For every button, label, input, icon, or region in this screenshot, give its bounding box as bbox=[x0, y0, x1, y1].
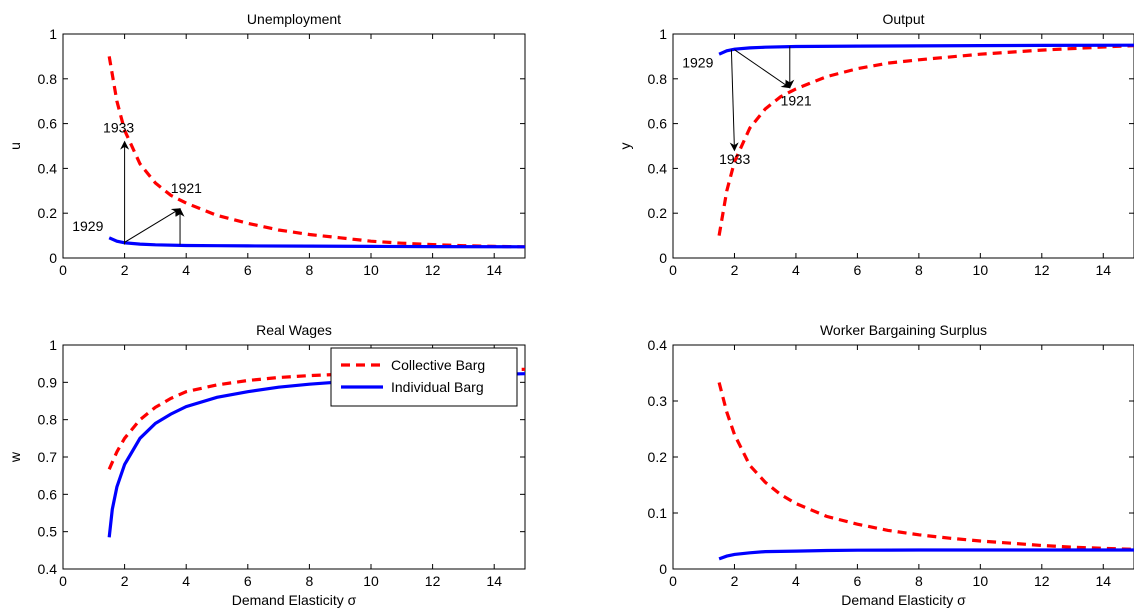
x-tick-label: 12 bbox=[425, 573, 441, 589]
x-tick-label: 12 bbox=[1034, 262, 1050, 278]
annotation-label-1933: 1933 bbox=[719, 151, 750, 167]
worker-bargaining-surplus-x-axis-label: Demand Elasticity σ bbox=[841, 592, 966, 608]
annotation-label-1933: 1933 bbox=[103, 120, 134, 136]
y-tick-label: 1 bbox=[49, 26, 57, 42]
y-tick-label: 0.2 bbox=[648, 449, 668, 465]
legend: Collective Barg Individual Barg bbox=[330, 347, 518, 407]
y-tick-label: 0.7 bbox=[38, 449, 58, 465]
y-tick-label: 0.8 bbox=[38, 412, 58, 428]
x-tick-label: 6 bbox=[854, 573, 862, 589]
worker-bargaining-surplus-series-group bbox=[717, 382, 1134, 561]
output-individual-line bbox=[718, 43, 1134, 56]
annotation-label-1921: 1921 bbox=[781, 93, 812, 109]
x-tick-label: 2 bbox=[731, 262, 739, 278]
worker-bargaining-surplus-collective-line bbox=[717, 382, 1134, 551]
x-tick-label: 6 bbox=[244, 262, 252, 278]
output-axes bbox=[672, 33, 1134, 259]
x-tick-label: 10 bbox=[973, 262, 989, 278]
unemployment-y-axis-label: u bbox=[7, 142, 23, 150]
legend-box bbox=[330, 347, 518, 407]
x-tick-label: 8 bbox=[915, 573, 923, 589]
unemployment-axes bbox=[62, 33, 526, 259]
x-tick-label: 4 bbox=[792, 573, 800, 589]
x-tick-label: 0 bbox=[669, 573, 677, 589]
y-tick-label: 0.4 bbox=[38, 160, 58, 176]
real-wages-title: Real Wages bbox=[256, 322, 332, 338]
x-tick-label: 8 bbox=[915, 262, 923, 278]
x-tick-label: 0 bbox=[669, 262, 677, 278]
worker-bargaining-surplus-title: Worker Bargaining Surplus bbox=[820, 322, 987, 338]
x-tick-label: 14 bbox=[1095, 573, 1111, 589]
x-tick-label: 6 bbox=[244, 573, 252, 589]
y-tick-label: 0.5 bbox=[38, 524, 58, 540]
y-tick-label: 1 bbox=[659, 26, 667, 42]
y-tick-label: 0.3 bbox=[648, 393, 668, 409]
x-tick-label: 2 bbox=[121, 262, 129, 278]
y-tick-label: 0.9 bbox=[38, 374, 58, 390]
output-series-group bbox=[717, 43, 1134, 236]
y-tick-label: 0.6 bbox=[648, 116, 668, 132]
real-wages-x-axis-label: Demand Elasticity σ bbox=[232, 592, 357, 608]
annotation-arrow-1929 bbox=[124, 208, 181, 243]
x-tick-label: 12 bbox=[425, 262, 441, 278]
real-wages-y-axis-label: w bbox=[7, 451, 23, 463]
x-tick-label: 14 bbox=[486, 262, 502, 278]
output-panel: Output 0 2 4 6 8 10 12 14 0 0.2 0.4 0.6 0.8 1 y 1929 1933… bbox=[617, 11, 1134, 278]
x-tick-label: 10 bbox=[973, 573, 989, 589]
y-tick-label: 1 bbox=[49, 337, 57, 353]
y-tick-label: 0.4 bbox=[648, 160, 668, 176]
worker-bargaining-surplus-axes bbox=[672, 344, 1134, 570]
unemployment-panel: Unemployment 0 2 4 6 8 10 12 14 0 0.2 0.4 0.6 0.8 1 u 19… bbox=[7, 11, 526, 278]
y-tick-label: 0 bbox=[659, 250, 667, 266]
unemployment-individual-line bbox=[108, 236, 525, 249]
x-tick-label: 0 bbox=[59, 573, 67, 589]
x-tick-label: 6 bbox=[854, 262, 862, 278]
x-tick-label: 8 bbox=[306, 262, 314, 278]
y-tick-label: 0.4 bbox=[38, 561, 58, 577]
y-tick-label: 0.6 bbox=[38, 486, 58, 502]
worker-bargaining-surplus-individual-line bbox=[718, 548, 1134, 561]
x-tick-label: 4 bbox=[182, 262, 190, 278]
x-tick-label: 14 bbox=[1095, 262, 1111, 278]
unemployment-title: Unemployment bbox=[247, 11, 341, 27]
annotation-label-1929: 1929 bbox=[72, 218, 103, 234]
legend-label-individual: Individual Barg bbox=[391, 379, 484, 395]
y-tick-label: 0 bbox=[659, 561, 667, 577]
output-title: Output bbox=[882, 11, 924, 27]
y-tick-label: 0.6 bbox=[38, 116, 58, 132]
unemployment-series-group bbox=[107, 56, 525, 249]
y-tick-label: 0.1 bbox=[648, 505, 668, 521]
annotation-label-1929: 1929 bbox=[682, 55, 713, 71]
worker-bargaining-surplus-panel: Worker Bargaining Surplus 0 2 4 6 8 10 12 14 0 0.1… bbox=[648, 322, 1134, 608]
unemployment-collective-line bbox=[107, 56, 525, 249]
real-wages-panel: Real Wages 0 2 4 6 8 10 12 14 0.4 0.5 0.6 0.7 0.8 0.9 1… bbox=[7, 322, 526, 608]
x-tick-label: 12 bbox=[1034, 573, 1050, 589]
x-tick-label: 2 bbox=[731, 573, 739, 589]
x-tick-label: 4 bbox=[792, 262, 800, 278]
legend-label-collective: Collective Barg bbox=[391, 357, 485, 373]
y-tick-label: 0.2 bbox=[38, 205, 58, 221]
x-tick-label: 0 bbox=[59, 262, 67, 278]
y-tick-label: 0.4 bbox=[648, 337, 668, 353]
x-tick-label: 10 bbox=[363, 262, 379, 278]
y-tick-label: 0 bbox=[49, 250, 57, 266]
y-tick-label: 0.2 bbox=[648, 205, 668, 221]
annotation-arrow-1933 bbox=[729, 49, 739, 152]
y-tick-label: 0.8 bbox=[648, 71, 668, 87]
x-tick-label: 2 bbox=[121, 573, 129, 589]
y-tick-label: 0.8 bbox=[38, 71, 58, 87]
x-tick-label: 4 bbox=[182, 573, 190, 589]
x-tick-label: 14 bbox=[486, 573, 502, 589]
x-tick-label: 8 bbox=[306, 573, 314, 589]
x-tick-label: 10 bbox=[363, 573, 379, 589]
annotation-arrow-1929 bbox=[734, 49, 791, 89]
annotation-label-1921: 1921 bbox=[171, 180, 202, 196]
output-y-axis-label: y bbox=[617, 143, 633, 150]
